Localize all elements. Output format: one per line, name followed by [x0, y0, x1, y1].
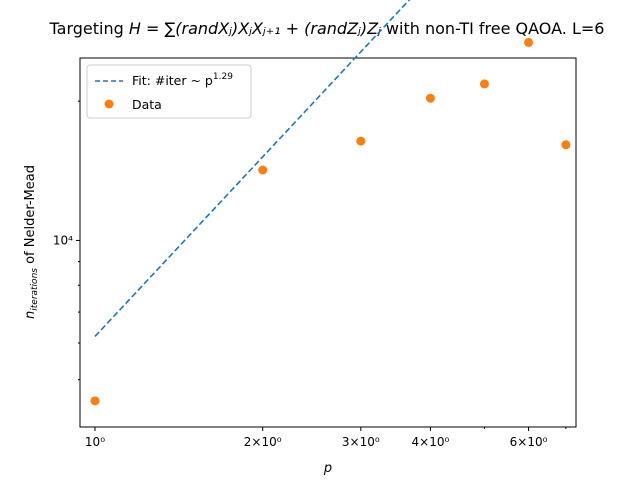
legend-fit-exponent: 1.29	[213, 72, 233, 82]
data-point	[90, 396, 100, 406]
x-tick-label: 10⁰	[85, 435, 105, 449]
fit-line-layer	[94, 0, 411, 337]
legend: Fit: #iter ~ p1.29 Data	[86, 64, 252, 119]
x-tick-label: 4×10⁰	[412, 435, 450, 449]
legend-fit-label: Fit: #iter ~ p1.29	[132, 72, 233, 88]
x-tick-label: 3×10⁰	[342, 435, 380, 449]
x-ticks: 10⁰ 2×10⁰ 3×10⁰ 4×10⁰ 6×10⁰	[85, 427, 567, 449]
legend-data-label: Data	[132, 97, 162, 112]
plot-frame	[79, 57, 577, 428]
title-suffix: with non-TI free QAOA. L=6	[381, 19, 605, 38]
legend-box	[86, 64, 252, 119]
x-tick-label: 2×10⁰	[244, 435, 282, 449]
data-point	[479, 79, 489, 89]
y-axis-label-sub: iterations	[30, 268, 40, 311]
data-point	[561, 140, 571, 150]
legend-fit-text: Fit: #iter ~ p	[132, 73, 213, 88]
data-point	[258, 165, 268, 175]
y-ticks: 10⁴	[53, 100, 80, 381]
data-point	[425, 93, 435, 103]
x-axis-label: p	[323, 461, 332, 476]
data-point	[356, 136, 366, 146]
y-tick-label: 10⁴	[53, 233, 73, 247]
chart-title: Targeting H = ∑(randXⱼ)XⱼXⱼ₊₁ + (randZⱼ)…	[49, 19, 605, 38]
title-math: H = ∑(randXⱼ)XⱼXⱼ₊₁ + (randZⱼ)Zⱼ	[129, 19, 381, 38]
y-axis-label-main: n	[23, 311, 38, 319]
plot-area	[79, 0, 577, 428]
y-axis-label: niterations of Nelder-Mead	[23, 165, 40, 319]
title-prefix: Targeting	[49, 19, 129, 38]
data-point	[524, 37, 534, 47]
y-axis-label-suffix: of Nelder-Mead	[23, 165, 38, 268]
x-tick-label: 6×10⁰	[510, 435, 548, 449]
legend-data-swatch	[104, 99, 114, 109]
data-points-layer	[90, 37, 571, 406]
fit-line	[94, 0, 411, 337]
